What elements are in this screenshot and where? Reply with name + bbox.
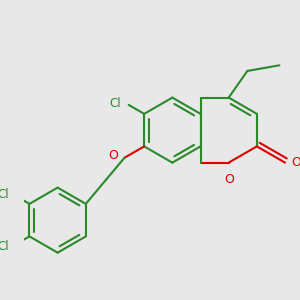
Text: O: O bbox=[108, 148, 118, 162]
Text: Cl: Cl bbox=[0, 240, 8, 253]
Text: O: O bbox=[291, 156, 300, 169]
Text: Cl: Cl bbox=[0, 188, 8, 200]
Text: O: O bbox=[224, 173, 234, 187]
Text: Cl: Cl bbox=[110, 97, 122, 110]
